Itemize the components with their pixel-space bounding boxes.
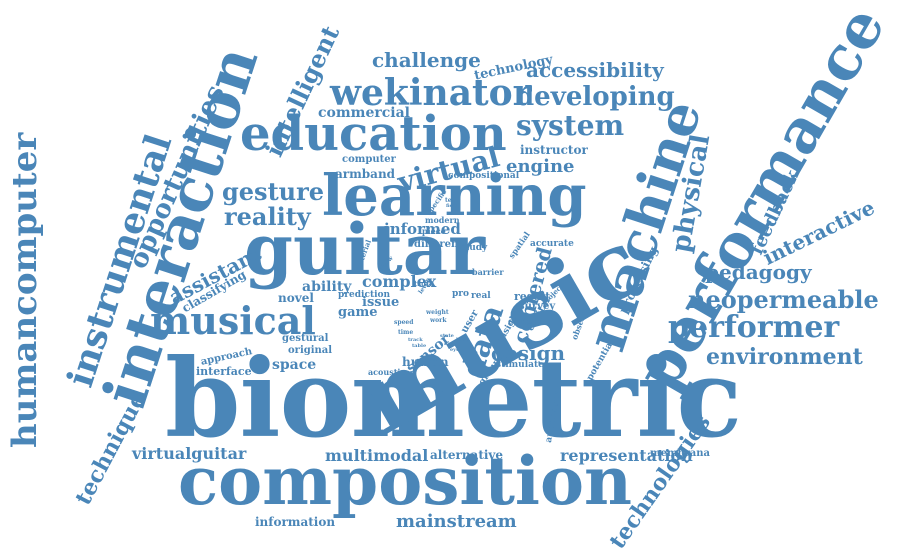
word-learning: learning: [322, 163, 587, 229]
word-acoustic: acoustic: [368, 367, 406, 377]
word-study: study: [460, 243, 488, 253]
word-reality: reality: [224, 202, 311, 231]
word-commercial: commercial: [318, 105, 411, 121]
word-result: result: [514, 290, 551, 303]
word-gesture: gesture: [222, 177, 325, 206]
word-pedagogy: environment: [706, 344, 863, 370]
word-wekinator: wekinator: [330, 72, 532, 114]
word-instructor: instructor: [520, 143, 588, 157]
word-accurate: accurate: [530, 239, 574, 249]
word-accessibility: accessibility: [526, 58, 664, 82]
word-ability: prediction: [338, 290, 391, 300]
word-stimulate: stimulate: [496, 360, 544, 370]
word-mainstream: alternative: [430, 448, 504, 462]
word-modern: modern: [425, 215, 460, 225]
word-composition: composition: [178, 442, 633, 520]
word-table: table: [412, 343, 427, 349]
word-work: work: [430, 317, 447, 324]
word-current: current: [508, 316, 542, 326]
word-challenge: challenge: [372, 48, 481, 72]
word-musical: musical: [150, 298, 316, 343]
word-track: track: [408, 337, 423, 343]
word-system: system: [516, 109, 625, 142]
word-space: game: [338, 305, 378, 320]
word-virtualguitar: interface: [196, 365, 252, 378]
word-eye: eye: [450, 347, 460, 353]
word-membrana: multimodal: [325, 446, 429, 465]
word-design: design: [491, 341, 566, 365]
word-environment: membrana: [650, 448, 711, 459]
word-interface: gestural: [282, 333, 329, 344]
word-novel: issue: [362, 295, 400, 310]
word-interactive: performer: [668, 310, 840, 345]
word-speed: speed: [394, 319, 414, 326]
word-time: time: [398, 329, 414, 336]
word-performer: representation: [560, 446, 693, 465]
word-barrier: barrier: [472, 267, 504, 277]
word-representation: information: [255, 515, 336, 529]
word-approach: original: [288, 345, 333, 356]
word-real: real: [471, 291, 491, 301]
word-complex: informed: [384, 220, 461, 238]
word-different: compositional: [448, 171, 520, 181]
word-original: novel: [278, 291, 314, 305]
word-education: education: [240, 106, 507, 162]
word-engine: engine: [506, 156, 575, 177]
word-test: test: [445, 197, 458, 204]
word-weight: weight: [426, 309, 449, 316]
word-hand: hand: [444, 341, 459, 347]
word-informed: armband: [335, 167, 396, 181]
word-gestural: ability: [302, 279, 352, 295]
word-information: virtualguitar: [132, 444, 247, 463]
word-guitar: guitar: [244, 208, 486, 291]
word-humancomputer: humancomputer: [5, 132, 45, 448]
word-field: field: [446, 203, 459, 209]
word-piece: piece: [422, 226, 446, 236]
word-pro: pro: [452, 289, 470, 299]
word-developing: developing: [516, 82, 675, 112]
word-technologies: mainstream: [396, 511, 517, 532]
word-prediction: computer: [342, 154, 396, 165]
word-biometric: biometric: [165, 336, 742, 462]
word-truth: truth: [414, 279, 435, 288]
word-technique: space: [272, 357, 317, 373]
word-physical: pedagogy: [705, 260, 812, 284]
word-human: human: [402, 355, 449, 369]
word-feedback: neopermeable: [688, 285, 879, 314]
word-issue: different: [414, 239, 463, 250]
word-body: body: [456, 337, 470, 343]
word-state: state: [440, 333, 454, 339]
word-survey: survey: [519, 301, 556, 312]
word-game: complex: [362, 272, 437, 291]
